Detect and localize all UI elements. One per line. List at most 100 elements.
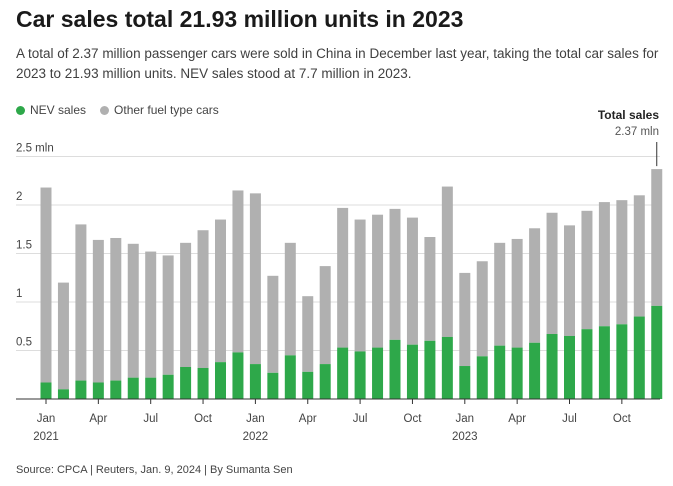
total-sales-annotation: Total sales 2.37 mln xyxy=(598,108,659,167)
x-tick-label: Jul xyxy=(143,413,158,425)
y-tick-label: 2.5 mln xyxy=(16,143,54,155)
bar-other xyxy=(215,219,226,363)
x-tick-label: Apr xyxy=(508,413,526,425)
bar-nev xyxy=(651,305,663,399)
legend: NEV sales Other fuel type cars xyxy=(16,103,219,117)
bar-other xyxy=(651,169,663,306)
y-tick-label: 0.5 xyxy=(16,337,32,349)
bar-other xyxy=(197,230,209,368)
bar-nev xyxy=(372,347,384,399)
bar-nev xyxy=(441,336,453,399)
bar-nev xyxy=(302,371,314,399)
bar-nev xyxy=(197,367,209,399)
bar-nev xyxy=(40,382,52,399)
bar-nev xyxy=(57,389,69,399)
bar-other xyxy=(406,217,418,345)
bar-other xyxy=(284,242,296,356)
bar-nev xyxy=(354,351,366,399)
bar-other xyxy=(372,214,384,348)
bar-nev xyxy=(564,335,575,399)
y-tick-label: 1.5 xyxy=(16,240,32,252)
x-tick-year: 2021 xyxy=(33,431,59,443)
bar-other xyxy=(424,237,436,341)
axes: Jan 2021 Apr Jul Oct Jan 2022 Apr Jul Oct Jan 2023 A… xyxy=(16,398,660,443)
legend-swatch-other xyxy=(100,105,110,115)
x-tick-label: Oct xyxy=(404,413,423,425)
bar-other xyxy=(302,296,314,372)
bar-nev xyxy=(215,362,226,399)
bar-other xyxy=(511,238,523,348)
bar-other xyxy=(127,243,139,378)
bar-nev xyxy=(267,372,279,399)
bar-other xyxy=(616,200,628,325)
bar-nev xyxy=(511,347,523,399)
annotation-value: 2.37 mln xyxy=(615,126,659,138)
bar-other xyxy=(389,208,401,340)
bar-other xyxy=(75,224,87,381)
bars xyxy=(40,169,663,399)
bar-other xyxy=(57,282,69,390)
chart-subtitle: A total of 2.37 million passenger cars w… xyxy=(16,46,659,81)
source-note: Source: CPCA | Reuters, Jan. 9, 2024 | B… xyxy=(16,464,293,476)
y-tick-label: 2 xyxy=(16,191,22,203)
bar-other xyxy=(546,212,558,335)
bar-nev xyxy=(389,339,401,399)
bar-other xyxy=(249,193,261,365)
legend-label-nev: NEV sales xyxy=(30,103,87,117)
x-tick-year: 2022 xyxy=(243,431,269,443)
x-tick-year: 2023 xyxy=(452,431,478,443)
x-tick-label: Jan xyxy=(246,413,265,425)
x-tick-label: Jan xyxy=(456,413,475,425)
bar-other xyxy=(564,225,575,336)
bar-nev xyxy=(232,352,244,399)
bar-other xyxy=(441,186,453,337)
bar-other xyxy=(581,210,593,330)
bar-other xyxy=(267,275,279,373)
bar-nev xyxy=(459,366,471,399)
x-tick-label: Oct xyxy=(613,413,632,425)
bar-nev xyxy=(145,377,157,399)
bar-other xyxy=(232,190,244,353)
bar-other xyxy=(180,242,192,367)
x-tick-label: Apr xyxy=(89,413,107,425)
bar-nev xyxy=(110,380,122,399)
bar-other xyxy=(529,228,541,343)
legend-item-other: Other fuel type cars xyxy=(100,103,219,117)
bar-other xyxy=(40,187,52,383)
legend-swatch-nev xyxy=(16,105,25,115)
bar-nev xyxy=(337,347,349,399)
bar-nev xyxy=(92,382,104,399)
x-tick-label: Oct xyxy=(194,413,213,425)
bar-nev xyxy=(494,345,506,399)
x-tick-label: Jan xyxy=(37,413,56,425)
bar-nev xyxy=(284,355,296,399)
bar-other xyxy=(319,266,331,365)
bar-other xyxy=(92,239,104,383)
bar-nev xyxy=(180,366,192,399)
chart-title: Car sales total 21.93 million units in 2… xyxy=(16,6,464,32)
bar-other xyxy=(459,272,471,367)
bar-other xyxy=(145,251,157,378)
bar-other xyxy=(598,202,610,327)
bar-nev xyxy=(581,329,593,399)
bar-nev xyxy=(424,340,436,399)
bar-nev xyxy=(546,334,558,399)
x-tick-label: Jul xyxy=(353,413,368,425)
bar-other xyxy=(110,237,122,381)
bar-nev xyxy=(406,344,418,399)
legend-label-other: Other fuel type cars xyxy=(114,103,219,117)
bar-nev xyxy=(476,356,488,399)
y-tick-label: 1 xyxy=(16,288,22,300)
x-tick-label: Apr xyxy=(299,413,317,425)
bar-other xyxy=(162,255,174,375)
bar-nev xyxy=(127,377,139,399)
bar-other xyxy=(494,242,506,346)
bar-nev xyxy=(249,364,261,399)
bar-nev xyxy=(633,316,645,399)
bar-other xyxy=(633,195,645,317)
bar-other xyxy=(354,219,366,352)
bar-other xyxy=(337,207,349,348)
bar-nev xyxy=(75,380,87,399)
bar-nev xyxy=(598,326,610,399)
